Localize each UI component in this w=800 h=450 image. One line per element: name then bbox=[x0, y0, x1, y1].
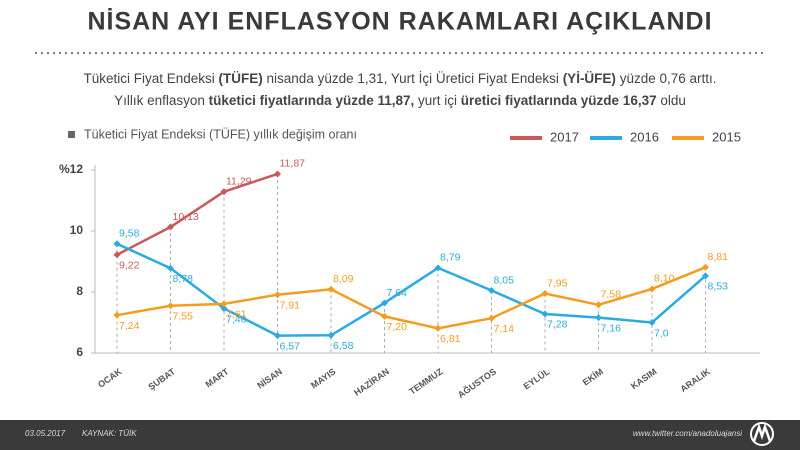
value-label: 10,13 bbox=[173, 211, 199, 223]
subtitle-segment: Yıllık enflasyon bbox=[114, 93, 209, 108]
x-tick-label: MART bbox=[203, 366, 230, 389]
data-point bbox=[541, 290, 549, 298]
legend-title: Tüketici Fiyat Endeksi (TÜFE) yıllık değ… bbox=[84, 127, 357, 141]
y-tick-label: 10 bbox=[70, 223, 84, 237]
data-point bbox=[434, 324, 442, 332]
value-label: 7,55 bbox=[173, 311, 194, 323]
data-point bbox=[702, 272, 709, 280]
subtitle-segment: nisanda yüzde 1,31, Yurt İçi Üretici Fiy… bbox=[263, 71, 563, 86]
data-point bbox=[167, 264, 174, 272]
value-label: 7,14 bbox=[494, 323, 515, 335]
value-label: 7,0 bbox=[654, 327, 669, 339]
series-line bbox=[116, 172, 278, 256]
data-point bbox=[274, 291, 281, 299]
data-point bbox=[327, 331, 335, 339]
x-tick-label: TEMMUZ bbox=[407, 366, 445, 397]
value-label: 7,61 bbox=[226, 309, 247, 321]
x-tick-label: EYLÜL bbox=[522, 366, 552, 391]
logo bbox=[750, 422, 774, 446]
value-label: 8,79 bbox=[440, 252, 461, 264]
value-label: 7,16 bbox=[601, 322, 622, 334]
value-label: 8,09 bbox=[333, 273, 354, 285]
data-point bbox=[381, 299, 388, 307]
data-point bbox=[488, 314, 495, 322]
data-point bbox=[541, 310, 549, 318]
value-label: 7,95 bbox=[547, 277, 568, 289]
value-label: 7,58 bbox=[601, 289, 622, 301]
x-tick-label: ŞUBAT bbox=[146, 366, 177, 392]
subtitle-segment: üretici fiyatlarında yüzde 16,37 bbox=[461, 93, 657, 108]
data-point bbox=[488, 286, 495, 294]
x-tick-label: HAZİRAN bbox=[352, 366, 391, 397]
footer-date: 03.05.2017 bbox=[25, 429, 66, 438]
data-point bbox=[434, 264, 442, 272]
footer-url: www.twitter.com/anadoluajansi bbox=[633, 429, 742, 438]
series-line bbox=[116, 242, 707, 337]
value-label: 11,29 bbox=[226, 175, 252, 187]
subtitle-segment: oldu bbox=[657, 93, 686, 108]
x-tick-label: KASIM bbox=[629, 366, 658, 391]
data-point bbox=[220, 300, 228, 308]
data-point bbox=[113, 240, 121, 248]
subtitle: Yıllık enflasyon tüketici fiyatlarında y… bbox=[114, 93, 686, 108]
value-label: 6,57 bbox=[280, 340, 301, 352]
data-point bbox=[595, 314, 602, 322]
data-point bbox=[113, 251, 121, 259]
value-label: 8,78 bbox=[173, 273, 194, 285]
value-label: 7,91 bbox=[280, 300, 301, 312]
y-tick-label: %12 bbox=[59, 162, 83, 176]
legend-label: 2015 bbox=[712, 129, 741, 144]
data-point bbox=[274, 332, 281, 340]
value-label: 6,58 bbox=[333, 340, 354, 352]
subtitle-segment: (Yİ-ÜFE) bbox=[563, 71, 616, 86]
value-label: 11,87 bbox=[280, 158, 306, 170]
x-tick-label: AĞUSTOS bbox=[455, 366, 498, 400]
legend-title-marker bbox=[68, 131, 75, 138]
x-tick-label: MAYIS bbox=[309, 366, 337, 390]
footer-bar bbox=[0, 420, 800, 450]
value-label: 9,58 bbox=[119, 228, 140, 240]
subtitle-segment: tüketici fiyatlarında yüzde 11,87, bbox=[209, 93, 415, 108]
data-point bbox=[113, 311, 121, 319]
data-point bbox=[220, 304, 228, 312]
value-label: 7,28 bbox=[547, 319, 568, 331]
value-label: 8,10 bbox=[654, 273, 675, 285]
data-point bbox=[648, 285, 656, 293]
data-point bbox=[167, 223, 174, 231]
data-point bbox=[220, 188, 228, 196]
data-point bbox=[702, 263, 709, 271]
footer-source: KAYNAK: TÜİK bbox=[82, 429, 137, 438]
x-tick-label: OCAK bbox=[96, 366, 124, 390]
data-point bbox=[648, 319, 656, 326]
x-tick-label: ARALIK bbox=[678, 366, 712, 394]
legend-label: 2016 bbox=[630, 129, 659, 144]
data-point bbox=[167, 302, 174, 310]
value-label: 7,64 bbox=[387, 287, 408, 299]
data-point bbox=[595, 301, 602, 309]
value-label: 8,53 bbox=[708, 281, 729, 293]
data-point bbox=[327, 285, 335, 293]
data-point bbox=[381, 312, 388, 320]
y-tick-label: 8 bbox=[76, 284, 83, 298]
legend-label: 2017 bbox=[550, 129, 579, 144]
subtitle-segment: Tüketici Fiyat Endeksi bbox=[83, 71, 218, 86]
subtitle: Tüketici Fiyat Endeksi (TÜFE) nisanda yü… bbox=[83, 71, 716, 86]
series-line bbox=[116, 266, 706, 330]
y-tick-label: 6 bbox=[76, 345, 83, 359]
value-label: 8,81 bbox=[708, 251, 729, 263]
value-label: 9,22 bbox=[119, 260, 140, 272]
value-label: 7,20 bbox=[387, 321, 408, 333]
data-point bbox=[274, 170, 281, 178]
value-label: 7,46 bbox=[226, 313, 247, 325]
value-label: 6,81 bbox=[440, 333, 461, 345]
subtitle-segment: yurt içi bbox=[414, 93, 461, 108]
x-tick-label: NİSAN bbox=[255, 366, 284, 390]
subtitle-segment: yüzde 0,76 arttı. bbox=[616, 71, 717, 86]
x-tick-label: EKİM bbox=[581, 366, 605, 387]
value-label: 8,05 bbox=[494, 274, 515, 286]
subtitle-segment: (TÜFE) bbox=[219, 71, 263, 86]
value-label: 7,24 bbox=[119, 320, 140, 332]
chart-title: NİSAN AYI ENFLASYON RAKAMLARI AÇIKLANDI bbox=[87, 8, 712, 36]
